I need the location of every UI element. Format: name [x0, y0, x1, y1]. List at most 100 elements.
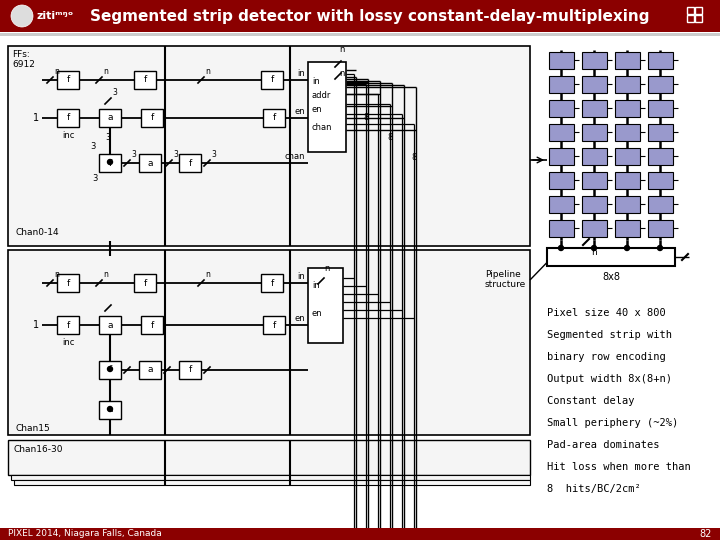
- Bar: [0, 0, 720, 32]
- Bar: [141, 109, 163, 127]
- Text: Chan15: Chan15: [15, 424, 50, 433]
- Bar: [0, 33, 720, 36]
- Bar: [648, 100, 673, 117]
- Text: 3: 3: [90, 142, 96, 151]
- Text: 3: 3: [173, 150, 178, 159]
- Text: 1: 1: [33, 113, 39, 123]
- Bar: [615, 196, 640, 213]
- Text: in: in: [312, 78, 320, 86]
- Bar: [582, 100, 607, 117]
- Bar: [648, 172, 673, 189]
- Bar: [549, 52, 574, 69]
- Bar: [648, 76, 673, 93]
- Bar: [99, 154, 121, 172]
- Text: 3: 3: [105, 133, 111, 142]
- Text: en: en: [294, 314, 305, 323]
- Bar: [648, 220, 673, 237]
- Text: in: in: [297, 69, 305, 78]
- Bar: [582, 220, 607, 237]
- Text: 3: 3: [211, 150, 216, 159]
- Bar: [99, 109, 121, 127]
- Text: f: f: [189, 159, 192, 167]
- Circle shape: [657, 246, 662, 251]
- Text: Segmented strip detector with lossy constant-delay-multiplexing: Segmented strip detector with lossy cons…: [90, 9, 649, 24]
- Text: Chan16-30: Chan16-30: [14, 445, 63, 454]
- Bar: [57, 274, 79, 292]
- Text: 3: 3: [131, 150, 136, 159]
- Bar: [261, 71, 283, 89]
- Text: a: a: [148, 366, 153, 375]
- Text: Small periphery (~2%): Small periphery (~2%): [547, 418, 678, 428]
- Text: Constant delay: Constant delay: [547, 396, 634, 406]
- Bar: [615, 100, 640, 117]
- Text: f: f: [143, 76, 147, 84]
- Text: en: en: [312, 105, 323, 114]
- Text: n: n: [103, 67, 108, 76]
- Bar: [261, 274, 283, 292]
- Text: 82: 82: [700, 529, 712, 539]
- Circle shape: [107, 367, 112, 372]
- Circle shape: [624, 246, 629, 251]
- Text: binary row encoding: binary row encoding: [547, 352, 666, 362]
- Text: a: a: [107, 321, 113, 329]
- Text: n: n: [54, 270, 59, 279]
- Bar: [57, 109, 79, 127]
- Bar: [615, 76, 640, 93]
- Bar: [179, 154, 201, 172]
- Text: Output width 8x(8+n): Output width 8x(8+n): [547, 374, 672, 384]
- Bar: [615, 124, 640, 141]
- Bar: [582, 196, 607, 213]
- Text: addr: addr: [312, 91, 331, 99]
- Text: Pipeline
structure: Pipeline structure: [485, 270, 526, 289]
- Text: Pad-area dominates: Pad-area dominates: [547, 440, 660, 450]
- Bar: [308, 268, 343, 343]
- Text: chan: chan: [312, 123, 333, 132]
- Bar: [695, 15, 702, 22]
- Bar: [687, 15, 694, 22]
- Bar: [57, 71, 79, 89]
- Bar: [582, 172, 607, 189]
- Bar: [549, 172, 574, 189]
- Circle shape: [592, 246, 596, 251]
- Circle shape: [11, 5, 33, 27]
- Text: chan: chan: [284, 152, 305, 161]
- Text: en: en: [312, 308, 323, 318]
- Bar: [615, 52, 640, 69]
- Text: f: f: [143, 279, 147, 287]
- Text: PIXEL 2014, Niagara Falls, Canada: PIXEL 2014, Niagara Falls, Canada: [8, 530, 162, 538]
- Text: Segmented strip with: Segmented strip with: [547, 330, 672, 340]
- Text: in: in: [312, 281, 320, 291]
- Bar: [99, 316, 121, 334]
- Text: a: a: [148, 159, 153, 167]
- Text: Chan0-14: Chan0-14: [15, 228, 58, 237]
- Bar: [549, 76, 574, 93]
- Bar: [549, 124, 574, 141]
- Text: f: f: [109, 366, 112, 375]
- Text: 8  hits/BC/2cm²: 8 hits/BC/2cm²: [547, 484, 641, 494]
- Bar: [615, 172, 640, 189]
- Bar: [648, 52, 673, 69]
- Bar: [547, 248, 675, 266]
- Text: f: f: [66, 279, 70, 287]
- Text: f: f: [109, 159, 112, 167]
- Circle shape: [107, 407, 112, 411]
- Bar: [179, 361, 201, 379]
- Text: in: in: [297, 272, 305, 281]
- Bar: [582, 148, 607, 165]
- Bar: [139, 361, 161, 379]
- Circle shape: [559, 246, 564, 251]
- Bar: [8, 250, 530, 435]
- Text: inc: inc: [62, 338, 74, 347]
- Bar: [582, 76, 607, 93]
- Bar: [134, 71, 156, 89]
- Bar: [549, 148, 574, 165]
- Bar: [308, 62, 346, 152]
- Text: f: f: [66, 321, 70, 329]
- Text: 8: 8: [411, 152, 417, 161]
- Bar: [615, 220, 640, 237]
- Text: f: f: [150, 113, 153, 123]
- Bar: [695, 7, 702, 14]
- Bar: [549, 220, 574, 237]
- Bar: [549, 100, 574, 117]
- Text: n: n: [103, 270, 108, 279]
